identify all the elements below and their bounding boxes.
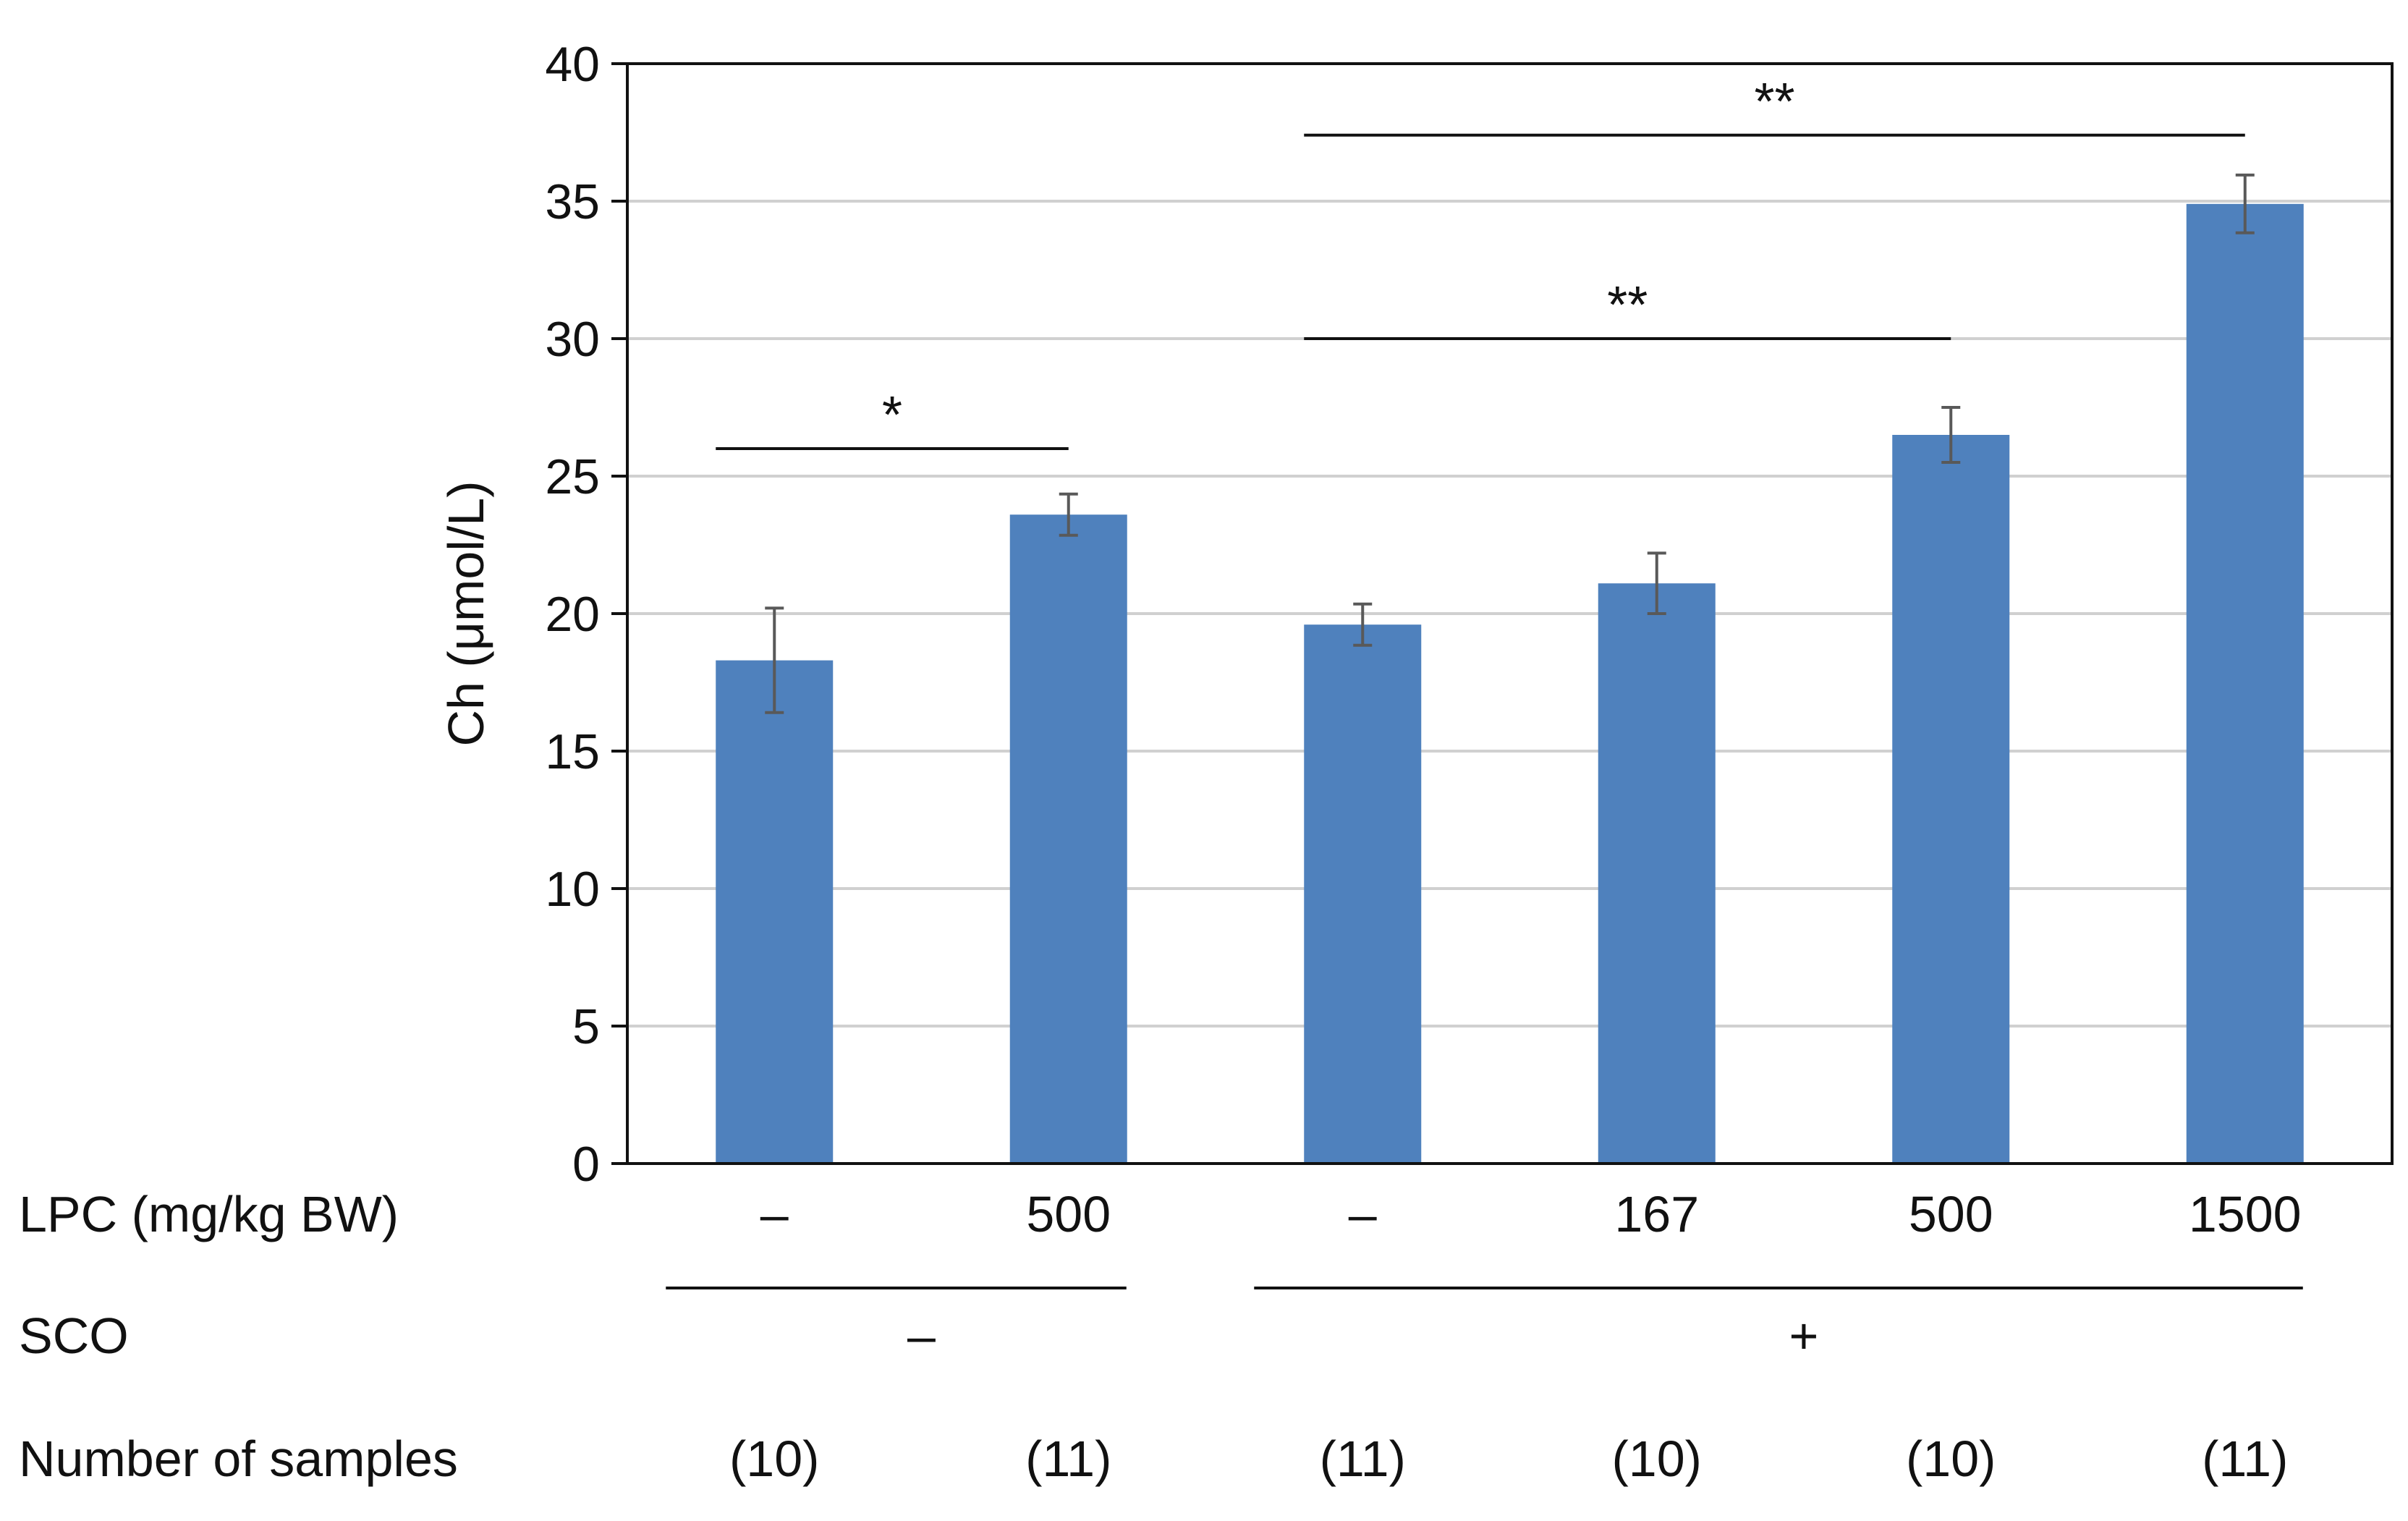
row-label: Number of samples — [19, 1431, 458, 1487]
category-rows: LPC (mg/kg BW) – 500 – 167 500 1500 SCO – + Number… — [19, 1186, 2303, 1487]
bar — [1892, 435, 2010, 1164]
significance-label: ** — [1607, 276, 1648, 334]
row-value: 500 — [1026, 1186, 1111, 1242]
row-value: (10) — [1612, 1431, 1702, 1487]
grid-lines — [627, 200, 2392, 1028]
group-label: – — [907, 1308, 936, 1364]
group-label: + — [1789, 1308, 1819, 1364]
y-tick-label: 10 — [545, 862, 600, 917]
y-tick-label: 30 — [545, 312, 600, 367]
row-value: (10) — [729, 1431, 819, 1487]
row-value: (11) — [2202, 1431, 2288, 1487]
row-value: (11) — [1320, 1431, 1406, 1487]
row-value: 500 — [1909, 1186, 1993, 1242]
bar — [716, 660, 834, 1164]
y-tick-label: 20 — [545, 587, 600, 642]
row-value: – — [760, 1186, 789, 1242]
bar — [2186, 203, 2304, 1164]
significance-label: * — [882, 386, 902, 444]
y-tick-label: 35 — [545, 174, 600, 229]
y-tick-label: 0 — [572, 1137, 600, 1192]
row-value: 1500 — [2189, 1186, 2302, 1242]
plot-frame — [626, 62, 2394, 1165]
error-bars — [765, 173, 2255, 714]
y-tick-label: 15 — [545, 724, 600, 779]
bar — [1009, 514, 1127, 1164]
y-tick-label: 5 — [572, 999, 600, 1054]
significance-label: ** — [1754, 73, 1794, 131]
y-tick-label: 25 — [545, 449, 600, 504]
row-label: LPC (mg/kg BW) — [19, 1186, 399, 1242]
bars — [716, 203, 2304, 1164]
y-axis-label: Ch (μmol/L) — [438, 480, 494, 746]
row-value: (11) — [1025, 1431, 1111, 1487]
row-value: 167 — [1614, 1186, 1699, 1242]
significance-brackets: ***** — [716, 73, 2245, 450]
row-value: – — [1349, 1186, 1377, 1242]
axes: 0 5 10 15 20 25 30 35 40 — [545, 37, 2394, 1192]
y-tick-label: 40 — [545, 37, 600, 92]
row-label: SCO — [19, 1308, 129, 1364]
row-value: (10) — [1906, 1431, 1996, 1487]
bar — [1598, 583, 1716, 1164]
bar — [1304, 624, 1422, 1164]
